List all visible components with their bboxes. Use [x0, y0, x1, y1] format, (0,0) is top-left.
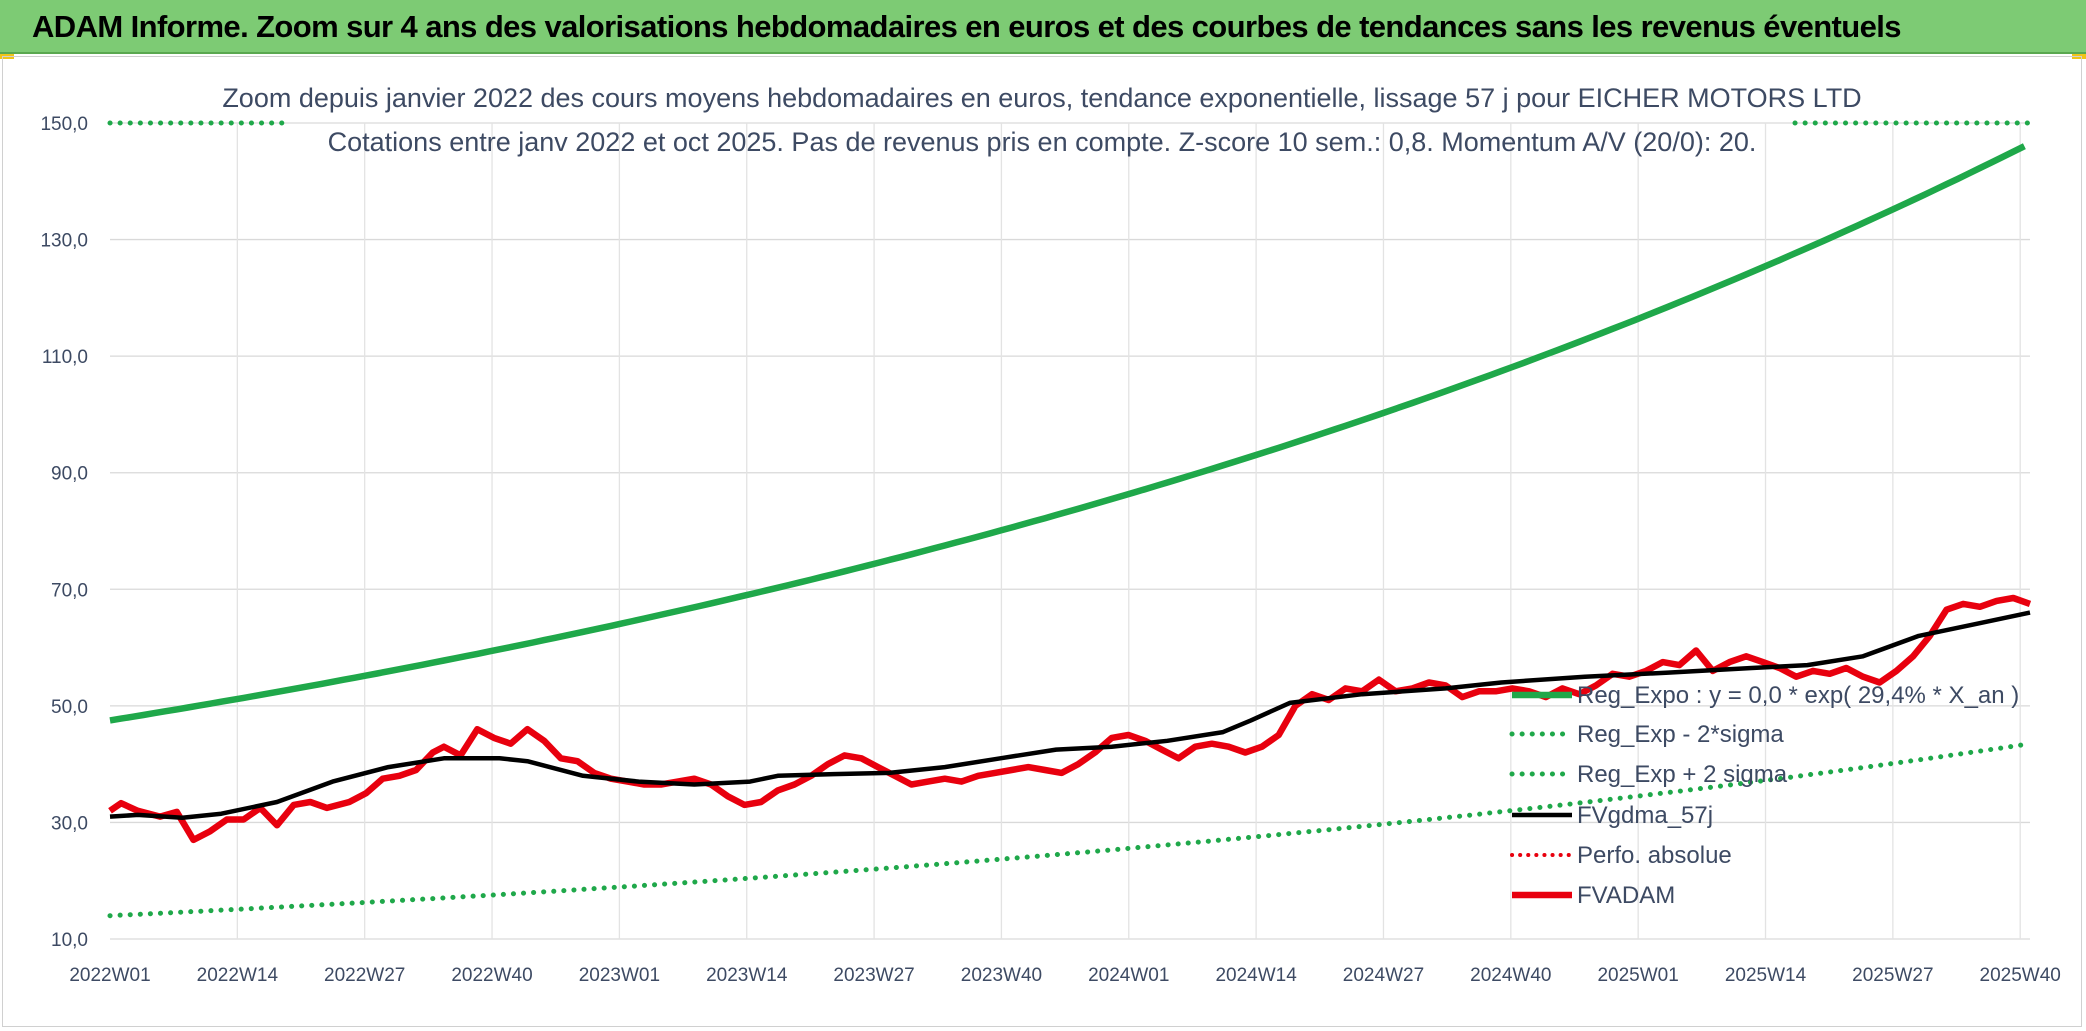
x-tick-label: 2025W01 — [1597, 965, 1678, 986]
x-tick-label: 2022W14 — [197, 965, 279, 986]
legend-label: FVADAM — [1577, 882, 1675, 909]
y-tick-label: 30,0 — [51, 813, 88, 834]
x-tick-label: 2023W01 — [579, 965, 660, 986]
x-tick-label: 2025W40 — [1980, 965, 2061, 986]
y-tick-label: 150,0 — [40, 114, 88, 135]
y-tick-label: 50,0 — [51, 697, 88, 718]
x-tick-label: 2022W01 — [69, 965, 150, 986]
y-tick-label: 10,0 — [51, 930, 88, 951]
legend-label: Reg_Exp - 2*sigma — [1577, 721, 1784, 748]
series-reg-expo — [109, 143, 2026, 724]
legend-label: Reg_Exp + 2 sigma — [1577, 761, 1788, 788]
y-tick-label: 90,0 — [51, 464, 88, 485]
chart-title-line1: Zoom depuis janvier 2022 des cours moyen… — [222, 83, 1861, 113]
report-header: ADAM Informe. Zoom sur 4 ans des valoris… — [0, 0, 2086, 54]
chart-legend: Reg_Expo : y = 0,0 * exp( 29,4% * X_an )… — [1509, 682, 2019, 909]
x-tick-label: 2025W14 — [1725, 965, 1807, 986]
chart-series — [107, 120, 2033, 919]
x-tick-label: 2024W14 — [1215, 965, 1297, 986]
y-tick-label: 110,0 — [42, 347, 88, 368]
chart-frame — [2, 56, 2082, 1027]
x-tick-label: 2023W40 — [961, 965, 1042, 986]
y-tick-label: 130,0 — [40, 231, 88, 252]
legend-label: FVgdma_57j — [1577, 802, 1713, 829]
chart-grid — [110, 122, 2030, 940]
chart-title-line2: Cotations entre janv 2022 et oct 2025. P… — [328, 127, 1757, 157]
x-tick-label: 2022W40 — [451, 965, 532, 986]
y-tick-label: 70,0 — [51, 580, 88, 601]
x-tick-label: 2023W14 — [706, 965, 788, 986]
x-tick-label: 2024W01 — [1088, 965, 1169, 986]
series-fvgdma-57j — [109, 610, 2031, 821]
series-reg-exp-minus-2sigma — [107, 742, 2027, 919]
legend-label: Reg_Expo : y = 0,0 * exp( 29,4% * X_an ) — [1577, 682, 2019, 709]
series-fvadam — [108, 594, 2032, 844]
x-tick-label: 2024W27 — [1343, 965, 1424, 986]
legend-label: Perfo. absolue — [1577, 842, 1732, 869]
x-tick-label: 2022W27 — [324, 965, 405, 986]
x-tick-label: 2024W40 — [1470, 965, 1551, 986]
x-tick-label: 2023W27 — [833, 965, 914, 986]
x-tick-label: 2025W27 — [1852, 965, 1933, 986]
report-title: ADAM Informe. Zoom sur 4 ans des valoris… — [32, 9, 1902, 44]
chart-ticks: 10,0 30,0 50,0 70,0 90,0 110,0 130,0 150,0 2022W… — [40, 114, 2060, 986]
